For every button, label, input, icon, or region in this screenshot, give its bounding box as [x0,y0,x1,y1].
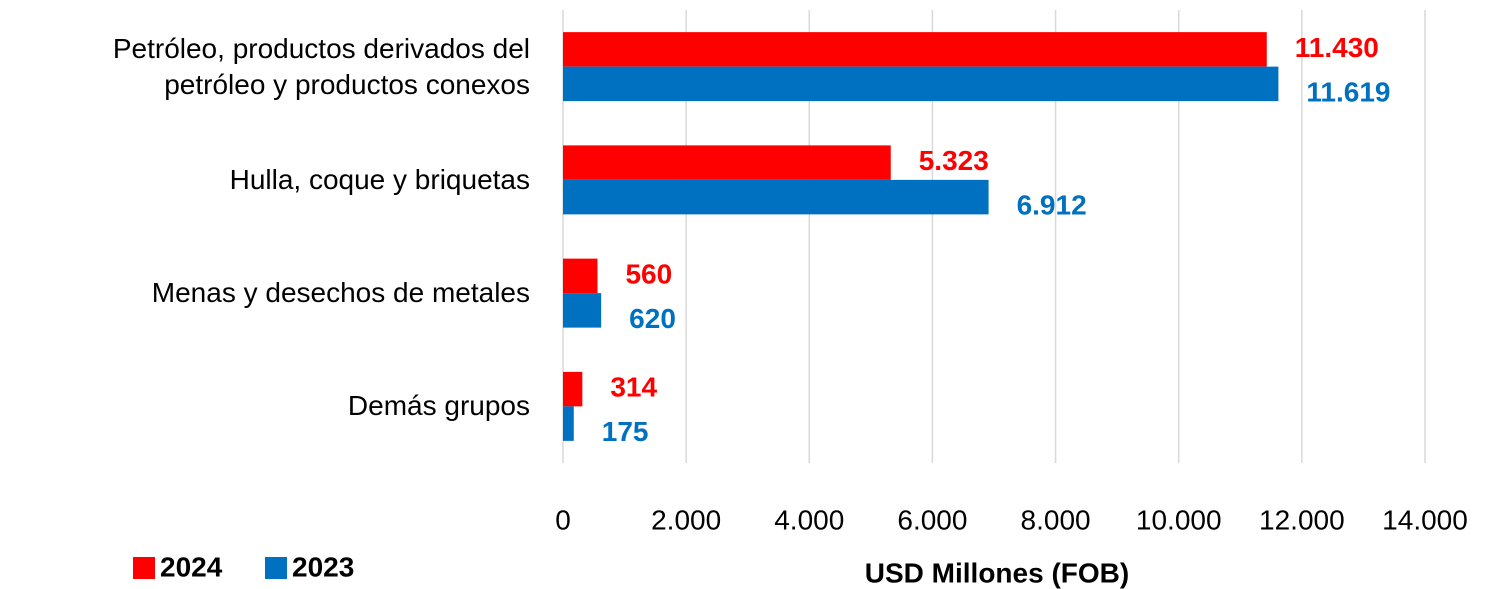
x-tick-label: 6.000 [897,504,967,535]
x-tick-label: 2.000 [651,504,721,535]
x-tick-label: 10.000 [1136,504,1222,535]
x-axis-title: USD Millones (FOB) [865,557,1129,588]
bar [563,293,602,328]
bar [563,258,598,294]
y-tick-label: Demás grupos [347,390,530,422]
y-tick-label: Menas y desechos de metales [151,277,530,309]
data-label: 314 [610,372,657,403]
bar [563,145,891,180]
x-tick-label: 8.000 [1021,504,1091,535]
x-tick-label: 4.000 [774,504,844,535]
bar [563,406,574,441]
x-tick-label: 14.000 [1382,504,1468,535]
legend-swatch [133,557,155,579]
data-label: 11.430 [1295,32,1379,63]
legend-label: 2024 [160,551,223,582]
bar [563,32,1267,67]
data-label: 5.323 [919,145,989,176]
y-tick-label: Hulla, coque y briquetas [229,163,530,195]
legend-label: 2023 [292,551,354,582]
x-tick-label: 12.000 [1259,504,1345,535]
bar [563,179,989,215]
data-label: 6.912 [1017,190,1087,221]
x-tick-label: 0 [555,504,571,535]
legend-swatch [265,557,287,579]
y-tick-label: Petróleo, productos derivados del petról… [112,32,530,100]
data-label: 11.619 [1306,76,1390,107]
data-label: 560 [625,258,672,289]
bar [563,371,583,407]
bar [563,66,1279,102]
data-label: 175 [602,416,649,447]
data-label: 620 [629,303,676,334]
